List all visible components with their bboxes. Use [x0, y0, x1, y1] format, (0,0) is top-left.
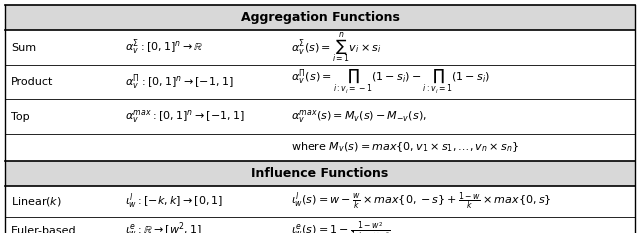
Text: $\alpha_v^{\Pi}:[0,1]^n \rightarrow [-1,1]$: $\alpha_v^{\Pi}:[0,1]^n \rightarrow [-1,…: [125, 72, 234, 92]
Text: Top: Top: [11, 112, 29, 121]
Text: where $M_v(s) = max\{0, v_1 \times s_1, \ldots, v_n \times s_n\}$: where $M_v(s) = max\{0, v_1 \times s_1, …: [291, 140, 519, 154]
Text: $\iota_w^l:[-k,k] \rightarrow [0,1]$: $\iota_w^l:[-k,k] \rightarrow [0,1]$: [125, 192, 223, 211]
Text: $\iota_w^l(s)=w-\frac{w}{k}\times max\{0,-s\}+\frac{1-w}{k}\times max\{0,s\}$: $\iota_w^l(s)=w-\frac{w}{k}\times max\{0…: [291, 191, 552, 212]
Text: $\alpha_v^{max}:[0,1]^n \rightarrow [-1,1]$: $\alpha_v^{max}:[0,1]^n \rightarrow [-1,…: [125, 108, 244, 125]
Text: $\alpha_v^{\Sigma}(s)=\sum_{i=1}^{n} v_i \times s_i$: $\alpha_v^{\Sigma}(s)=\sum_{i=1}^{n} v_i…: [291, 30, 381, 65]
Text: Product: Product: [11, 77, 53, 87]
Text: Aggregation Functions: Aggregation Functions: [241, 11, 399, 24]
Text: Euler-based: Euler-based: [11, 226, 77, 233]
Text: Linear$(k)$: Linear$(k)$: [11, 195, 61, 208]
Text: $\iota_w^e(s)=1-\frac{1-w^2}{1+w\times e^s}$: $\iota_w^e(s)=1-\frac{1-w^2}{1+w\times e…: [291, 220, 391, 233]
Text: Sum: Sum: [11, 43, 36, 52]
Text: $\alpha_v^{\Pi}(s)=\prod_{i:v_i=-1}(1-s_i)-\prod_{i:v_i=1}(1-s_i)$: $\alpha_v^{\Pi}(s)=\prod_{i:v_i=-1}(1-s_…: [291, 68, 490, 96]
Bar: [5, 161, 635, 186]
Text: $\iota_w^e:\mathbb{R} \rightarrow [w^2,1]$: $\iota_w^e:\mathbb{R} \rightarrow [w^2,1…: [125, 221, 202, 233]
Text: $\alpha_v^{max}(s)=M_v(s)-M_{-v}(s),$: $\alpha_v^{max}(s)=M_v(s)-M_{-v}(s),$: [291, 108, 427, 125]
Text: Influence Functions: Influence Functions: [252, 167, 388, 180]
Bar: [5, 5, 635, 30]
Text: $\alpha_v^{\Sigma}:[0,1]^n \rightarrow \mathbb{R}$: $\alpha_v^{\Sigma}:[0,1]^n \rightarrow \…: [125, 38, 203, 57]
